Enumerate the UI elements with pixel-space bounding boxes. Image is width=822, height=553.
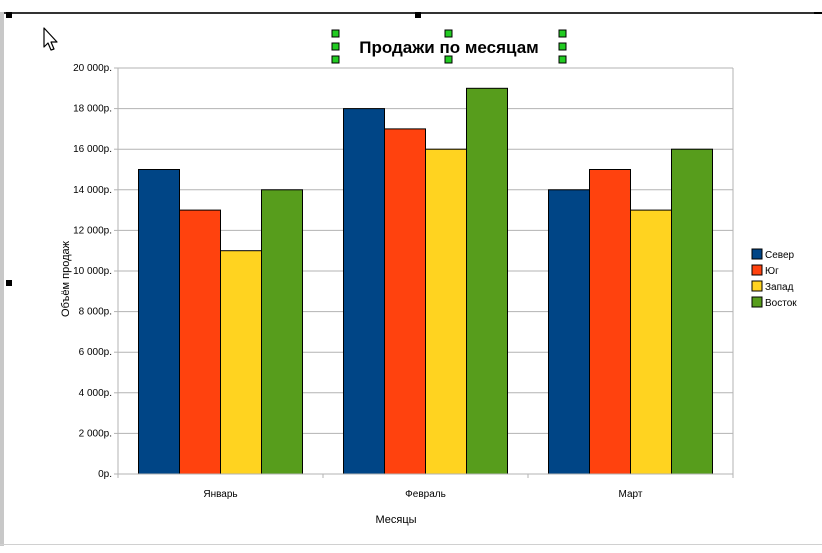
bar-Север-Февраль[interactable]: [343, 108, 385, 475]
legend-label: Север: [765, 250, 795, 261]
y-tick-label: 20 000р.: [73, 63, 112, 74]
bars-layer: [138, 87, 713, 475]
y-tick-label: 18 000р.: [73, 104, 112, 115]
y-tick-label: 0р.: [98, 469, 112, 480]
frame-bottom-border: [0, 544, 822, 545]
y-tick-label: 4 000р.: [79, 388, 112, 399]
x-category-label: Март: [619, 489, 643, 500]
title-handle-bottom-right[interactable]: [558, 55, 567, 64]
frame-top-border: [0, 12, 822, 14]
x-axis-title: Месяцы: [375, 514, 416, 526]
bar-Восток-Февраль[interactable]: [466, 87, 508, 475]
frame-handle-middle-left[interactable]: [6, 280, 12, 286]
frame-handle-top-center[interactable]: [415, 12, 421, 18]
legend-label: Юг: [765, 266, 779, 277]
legend[interactable]: Север Юг Запад Восток: [751, 248, 797, 309]
arrow-cursor-icon: [43, 27, 58, 51]
y-tick-label: 16 000р.: [73, 144, 112, 155]
legend-swatch: [751, 296, 763, 308]
frame-handle-top-left[interactable]: [6, 12, 12, 18]
title-handle-bottom-left[interactable]: [331, 55, 340, 64]
bar-Север-Январь[interactable]: [138, 169, 180, 475]
bar-Юг-Март[interactable]: [589, 169, 631, 475]
y-tick-label: 6 000р.: [79, 347, 112, 358]
legend-label: Запад: [765, 282, 794, 293]
legend-swatch: [751, 264, 763, 276]
legend-swatch: [751, 248, 763, 260]
y-tick-label: 12 000р.: [73, 225, 112, 236]
title-handle-middle-right[interactable]: [558, 42, 567, 51]
legend-swatch: [751, 280, 763, 292]
frame-left-border: [0, 12, 4, 546]
x-category-label: Январь: [203, 489, 237, 500]
x-category-label: Февраль: [405, 489, 446, 500]
title-handle-bottom-center[interactable]: [444, 55, 453, 64]
y-axis-ticks: 0р. 2 000р. 4 000р. 6 000р. 8 000р. 10 000р. 1…: [73, 63, 118, 480]
bar-Запад-Январь[interactable]: [220, 250, 262, 475]
legend-label: Восток: [765, 298, 797, 309]
frame-corner-top-right: [814, 12, 822, 14]
bar-Запад-Февраль[interactable]: [425, 148, 467, 475]
y-tick-label: 14 000р.: [73, 185, 112, 196]
bar-Север-Март[interactable]: [548, 189, 590, 475]
x-axis-categories: Январь Февраль Март: [117, 473, 734, 500]
title-handle-top-center[interactable]: [444, 29, 453, 38]
bar-Запад-Март[interactable]: [630, 209, 672, 475]
bar-Восток-Январь[interactable]: [261, 189, 303, 475]
title-handle-top-right[interactable]: [558, 29, 567, 38]
y-tick-label: 2 000р.: [79, 428, 112, 439]
bar-Восток-Март[interactable]: [671, 148, 713, 475]
chart-title[interactable]: Продажи по месяцам: [359, 38, 538, 57]
y-tick-label: 8 000р.: [79, 307, 112, 318]
title-handle-top-left[interactable]: [331, 29, 340, 38]
bar-Юг-Февраль[interactable]: [384, 128, 426, 475]
bar-Юг-Январь[interactable]: [179, 209, 221, 475]
title-handle-middle-left[interactable]: [331, 42, 340, 51]
y-tick-label: 10 000р.: [73, 266, 112, 277]
y-axis-title: Объём продаж: [60, 240, 72, 317]
